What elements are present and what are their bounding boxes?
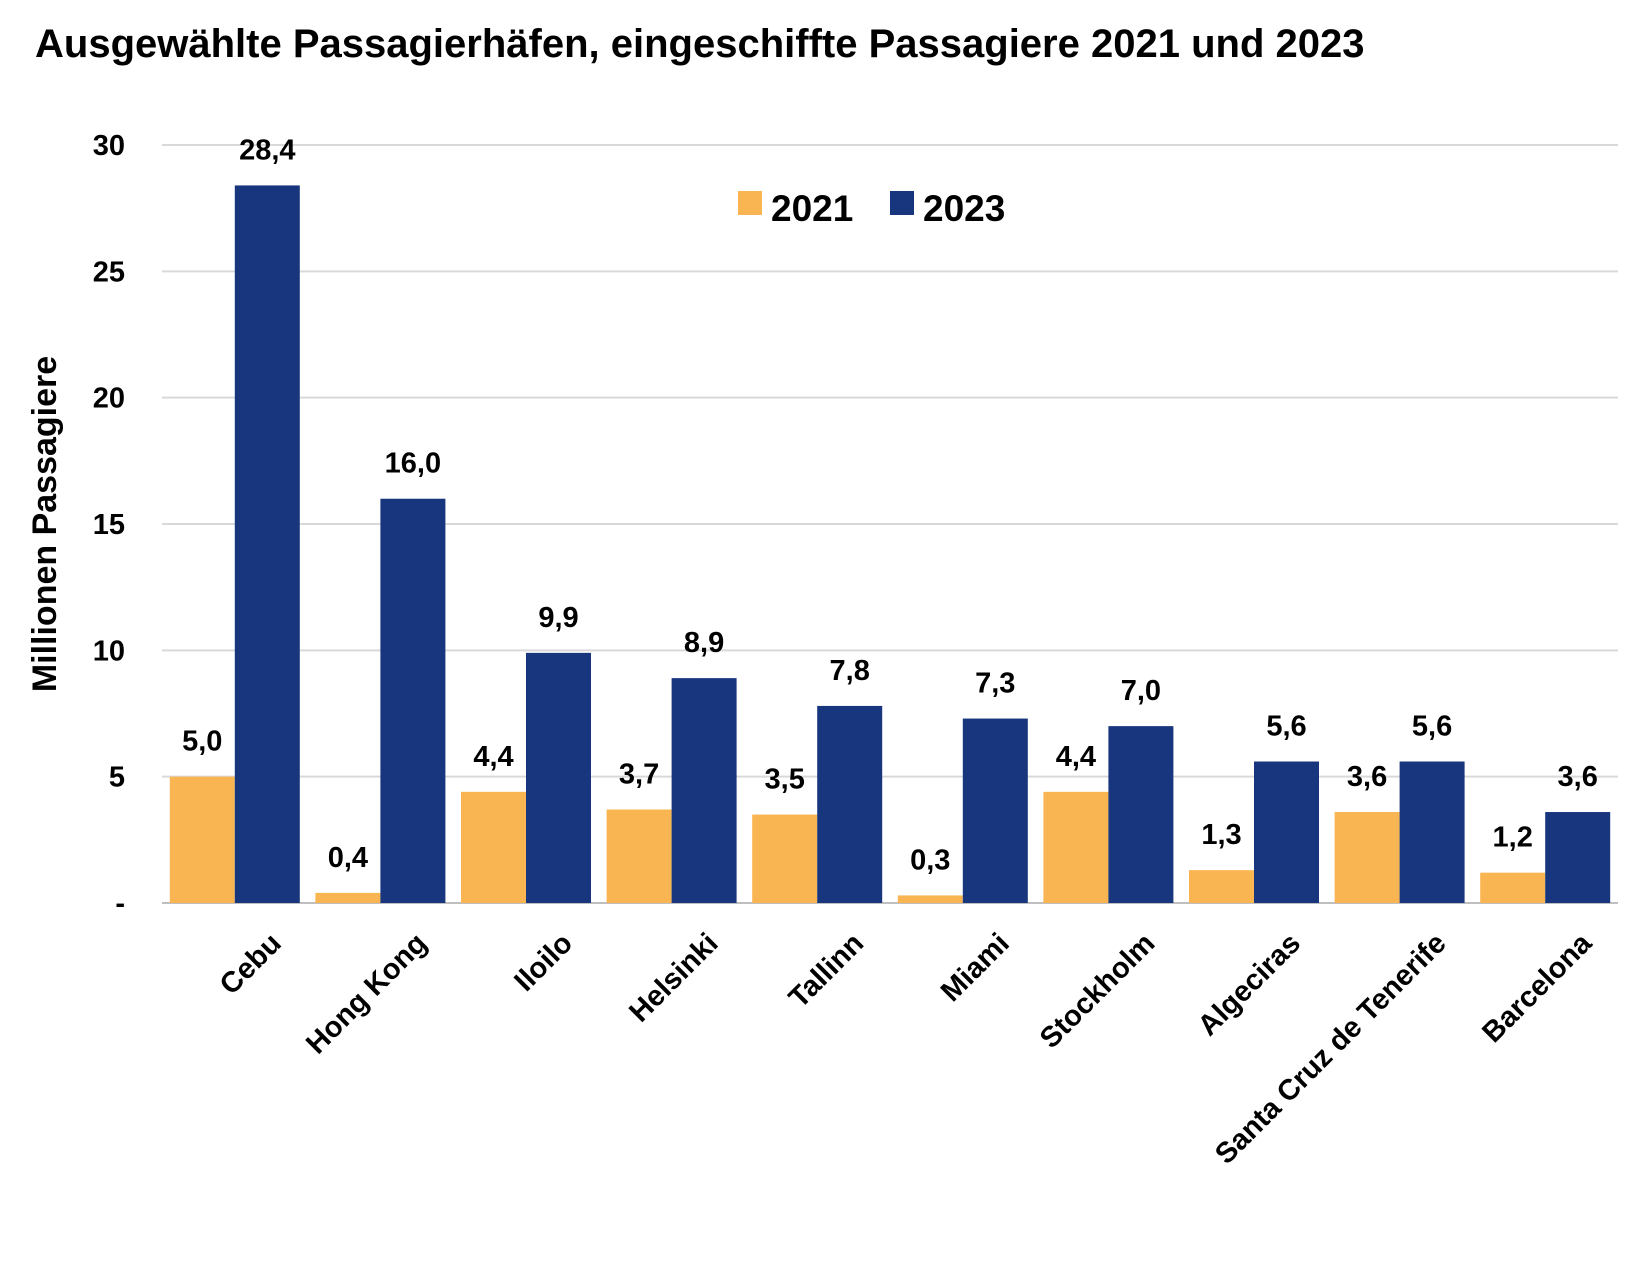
bar-2021-barcelona — [1480, 872, 1546, 903]
category-label: Stockholm — [1034, 927, 1161, 1054]
y-tick-label: - — [115, 888, 125, 920]
category-label: Santa Cruz de Tenerife — [1209, 927, 1452, 1170]
category-label: Hong Kong — [300, 927, 433, 1060]
data-label: 16,0 — [385, 448, 441, 480]
bar-2021-iloilo — [461, 791, 526, 903]
data-label: 7,8 — [830, 655, 870, 687]
category-label: Tallinn — [783, 927, 870, 1014]
data-label: 3,5 — [765, 764, 805, 796]
bar-2023-stockholm — [1108, 726, 1174, 903]
bar-2021-algeciras — [1189, 870, 1254, 903]
y-axis-title: Millionen Passagiere — [26, 356, 64, 692]
legend-swatch-2021 — [738, 191, 762, 215]
bar-2021-santa-cruz-de-tenerife — [1334, 812, 1400, 903]
bar-2023-cebu — [234, 185, 300, 904]
bar-2023-santa-cruz-de-tenerife — [1399, 761, 1465, 903]
bar-2021-tallinn — [752, 814, 818, 903]
data-label: 4,4 — [473, 741, 513, 773]
data-label: 0,3 — [910, 844, 950, 876]
data-label: 28,4 — [239, 134, 295, 166]
category-label: Cebu — [214, 927, 288, 1001]
bar-2021-helsinki — [606, 809, 672, 903]
data-label: 1,3 — [1201, 819, 1241, 851]
bar-2021-miami — [897, 895, 963, 903]
bar-2021-stockholm — [1043, 791, 1109, 903]
data-label: 9,9 — [538, 602, 578, 634]
chart-title: Ausgewählte Passagierhäfen, eingeschifft… — [35, 22, 1365, 66]
data-label: 1,2 — [1493, 822, 1533, 854]
y-tick-label: 30 — [93, 130, 125, 162]
data-label: 3,6 — [1347, 761, 1387, 793]
data-label: 4,4 — [1056, 741, 1096, 773]
data-label: 7,0 — [1121, 675, 1161, 707]
category-label: Miami — [935, 927, 1016, 1008]
legend-label-2023: 2023 — [923, 188, 1005, 229]
bar-2021-hong-kong — [315, 892, 381, 903]
y-tick-label: 25 — [93, 256, 125, 288]
bar-2021-cebu — [169, 776, 235, 903]
bar-2023-algeciras — [1254, 761, 1319, 903]
category-label: Helsinki — [623, 927, 724, 1028]
data-label: 5,6 — [1412, 711, 1452, 743]
category-label: Algeciras — [1192, 927, 1307, 1042]
bar-2023-tallinn — [817, 705, 883, 903]
data-label: 3,7 — [619, 759, 659, 791]
category-label: Barcelona — [1476, 927, 1598, 1049]
y-tick-label: 5 — [109, 762, 125, 794]
legend-swatch-2023 — [890, 191, 914, 215]
bar-2023-iloilo — [526, 652, 591, 903]
data-label: 5,6 — [1266, 711, 1306, 743]
category-label: Iloilo — [508, 927, 578, 997]
y-tick-label: 10 — [93, 635, 125, 667]
y-tick-label: 20 — [93, 383, 125, 415]
bar-2023-barcelona — [1545, 812, 1611, 903]
data-label: 8,9 — [684, 627, 724, 659]
data-label: 3,6 — [1558, 761, 1598, 793]
bar-2023-miami — [962, 718, 1028, 903]
data-label: 0,4 — [328, 842, 368, 874]
data-label: 7,3 — [975, 668, 1015, 700]
y-tick-label: 15 — [93, 509, 125, 541]
legend-label-2021: 2021 — [771, 188, 853, 229]
bar-2023-helsinki — [671, 678, 737, 903]
data-label: 5,0 — [182, 726, 222, 758]
bar-2023-hong-kong — [380, 498, 446, 903]
